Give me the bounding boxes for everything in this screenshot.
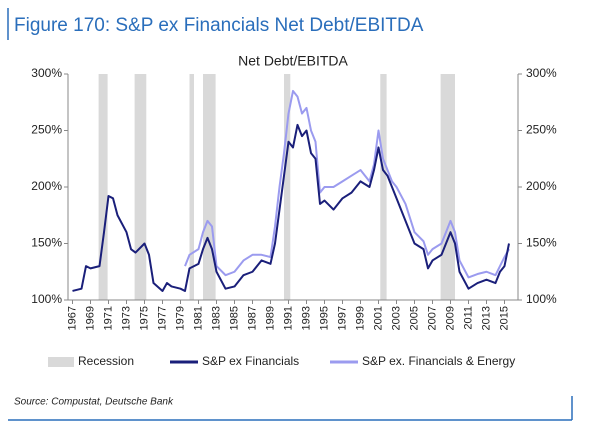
y2-tick-label: 300% — [526, 66, 557, 80]
y-tick-label: 250% — [31, 123, 62, 137]
recession-band — [380, 74, 387, 300]
x-tick-label: 1973 — [120, 306, 132, 330]
x-tick-label: 2013 — [480, 306, 492, 330]
x-tick-label: 1967 — [66, 306, 78, 330]
y2-tick-label: 100% — [526, 292, 557, 306]
x-tick-label: 1985 — [228, 306, 240, 330]
x-tick-label: 1997 — [336, 306, 348, 330]
x-tick-label: 1983 — [210, 306, 222, 330]
legend-label: Recession — [78, 354, 134, 368]
x-tick-label: 1991 — [282, 306, 294, 330]
recession-band — [134, 74, 147, 300]
legend-swatch — [48, 357, 74, 367]
x-tick-label: 2003 — [390, 306, 402, 330]
x-tick-label: 1975 — [138, 306, 150, 330]
x-tick-label: 1969 — [84, 306, 96, 330]
y2-tick-label: 150% — [526, 236, 557, 250]
recession-band — [284, 74, 291, 300]
x-tick-label: 1971 — [102, 306, 114, 330]
recession-band — [203, 74, 216, 300]
x-tick-label: 2007 — [426, 306, 438, 330]
legend-label: S&P ex. Financials & Energy — [362, 354, 515, 368]
x-tick-label: 1989 — [264, 306, 276, 330]
x-tick-label: 1981 — [192, 306, 204, 330]
y-tick-label: 100% — [31, 292, 62, 306]
y-tick-label: 200% — [31, 179, 62, 193]
x-tick-label: 1977 — [156, 306, 168, 330]
figure-title: Figure 170: S&P ex Financials Net Debt/E… — [14, 15, 424, 36]
x-tick-label: 1993 — [300, 306, 312, 330]
x-tick-label: 2009 — [444, 306, 456, 330]
series-line — [72, 123, 510, 292]
x-tick-label: 2001 — [372, 306, 384, 330]
x-tick-label: 1995 — [318, 306, 330, 330]
recession-band — [189, 74, 194, 300]
legend-label: S&P ex Financials — [202, 354, 299, 368]
x-tick-label: 1979 — [174, 306, 186, 330]
x-tick-label: 2015 — [498, 306, 510, 330]
x-tick-label: 1999 — [354, 306, 366, 330]
source: Source: Compustat, Deutsche Bank — [14, 397, 174, 408]
y-tick-label: 150% — [31, 236, 62, 250]
x-tick-label: 2011 — [462, 306, 474, 330]
recession-band — [98, 74, 108, 300]
y2-tick-label: 250% — [526, 123, 557, 137]
recession-band — [440, 74, 455, 300]
y2-tick-label: 200% — [526, 179, 557, 193]
y-tick-label: 300% — [31, 66, 62, 80]
chart-title: Net Debt/EBITDA — [238, 53, 348, 69]
series-line — [184, 89, 510, 279]
x-tick-label: 2005 — [408, 306, 420, 330]
x-tick-label: 1987 — [246, 306, 258, 330]
